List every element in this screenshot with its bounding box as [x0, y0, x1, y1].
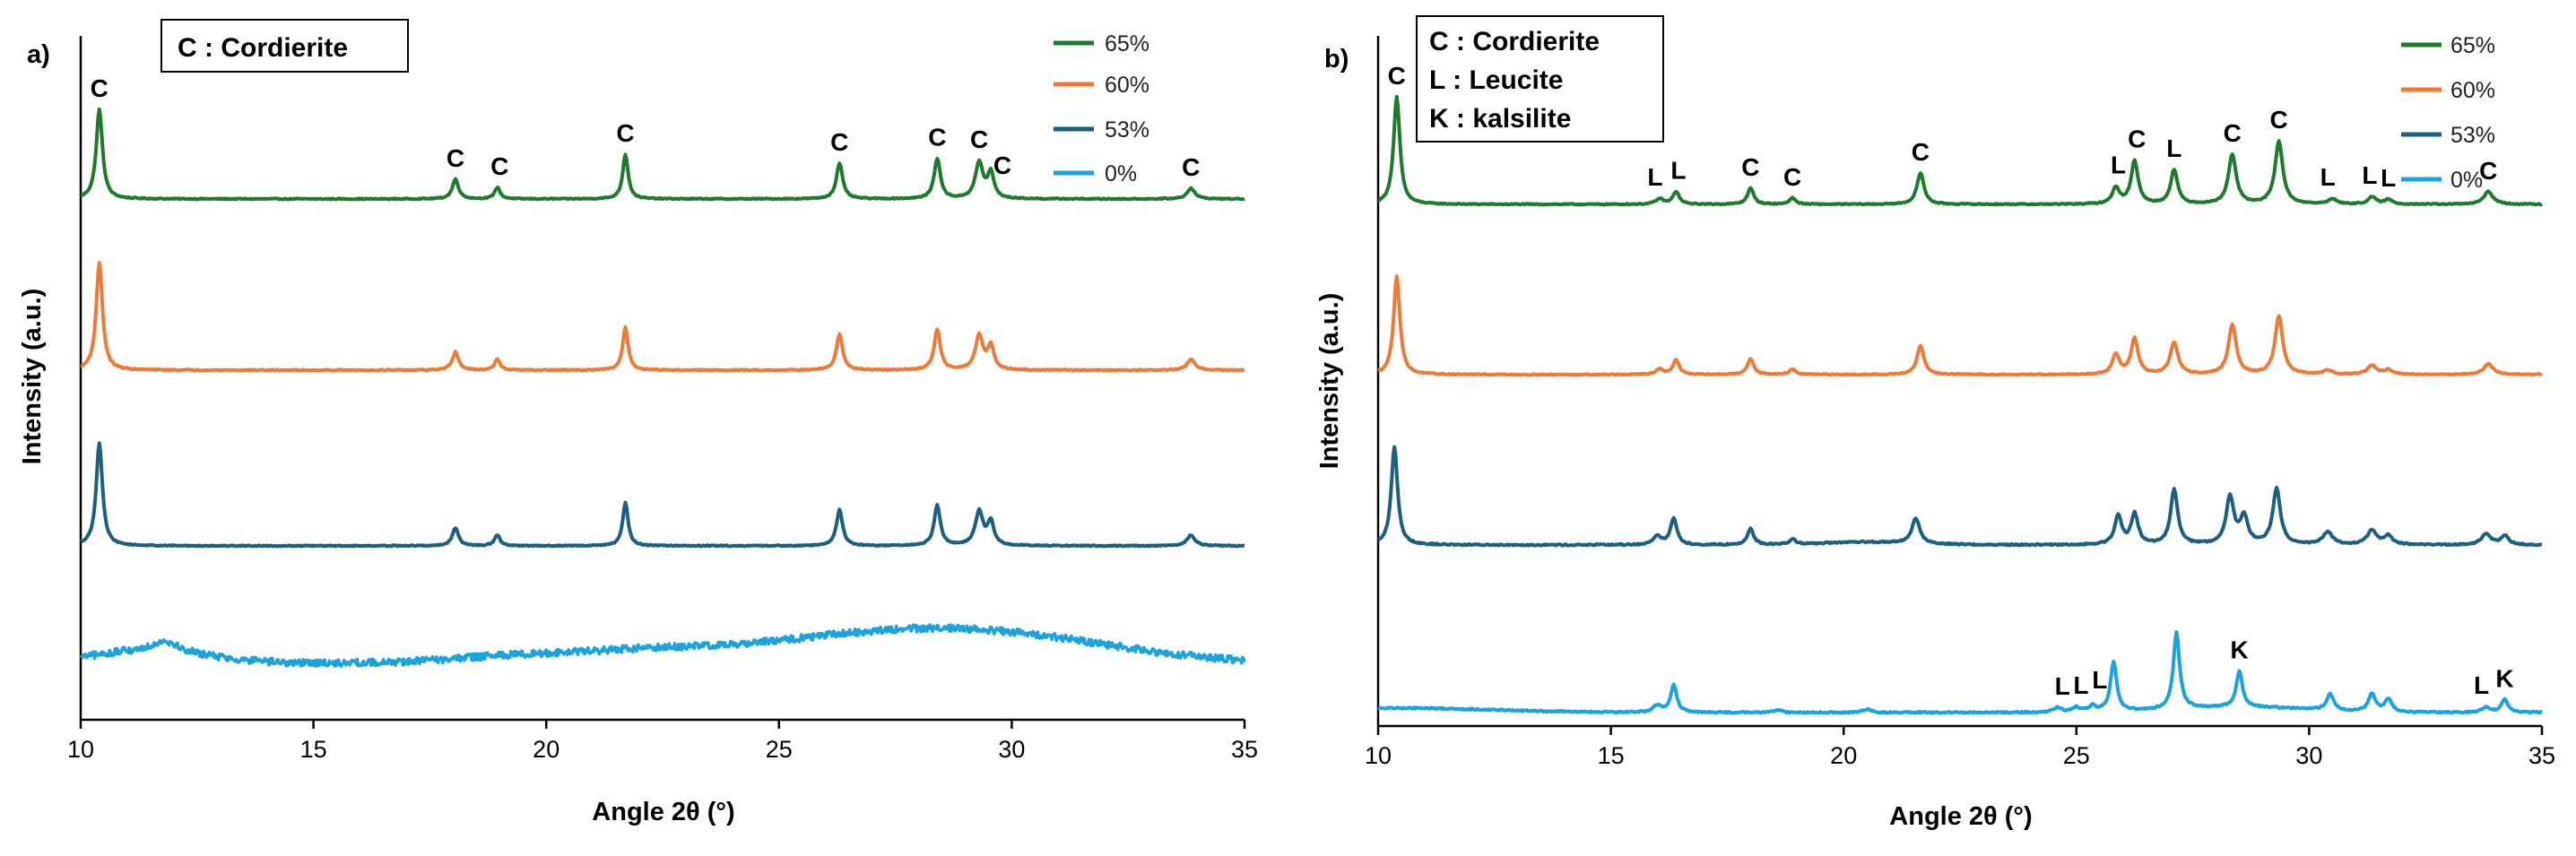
peak-label: L — [2166, 134, 2181, 162]
peak-label: C — [993, 151, 1011, 179]
series-line-60pct — [80, 261, 1245, 373]
peak-label: C — [447, 144, 464, 172]
panel-a: a) Intensity (a.u.) Angle 2θ (°) C : Cor… — [18, 19, 1258, 826]
x-tick-label: 35 — [1231, 736, 1258, 763]
x-tick-label: 15 — [1598, 742, 1625, 769]
peak-label: C — [1388, 62, 1406, 90]
x-tick-label: 25 — [766, 736, 793, 763]
peak-label: K — [2495, 665, 2513, 693]
panel-b-phase-legend-box — [1416, 15, 1664, 143]
legend-label-0pct: 0% — [2450, 168, 2483, 193]
x-tick-label: 10 — [67, 736, 94, 763]
peak-label: C — [2270, 106, 2288, 134]
series-line-65pct — [80, 107, 1245, 202]
peak-label: L — [2474, 671, 2489, 699]
series-line-0pct — [79, 623, 1246, 669]
panel-a-phase-legend-box — [160, 19, 409, 73]
panel-b-x-axis-title: Angle 2θ (°) — [1889, 802, 2032, 831]
legend-label-0pct: 0% — [1105, 161, 1137, 186]
peak-label: L — [2111, 151, 2126, 178]
series-line-0pct — [1377, 630, 2544, 715]
panel-a-label: a) — [27, 40, 50, 69]
series-line-53pct — [1377, 445, 2543, 548]
x-tick-label: 20 — [533, 736, 559, 763]
peak-label: C — [830, 128, 848, 156]
peak-label: L — [2320, 163, 2336, 191]
series-line-60pct — [1377, 274, 2543, 377]
peak-label: C — [1783, 163, 1801, 191]
panel-b-phase-legend-kalsilite: K : kalsilite — [1429, 104, 1571, 134]
x-tick-label: 20 — [1830, 742, 1857, 769]
peak-label: L — [2362, 161, 2377, 189]
legend-label-65pct: 65% — [2450, 33, 2495, 58]
peak-label: L — [1647, 163, 1662, 191]
legend-label-53pct: 53% — [1105, 117, 1149, 143]
legend-label-53pct: 53% — [2450, 123, 2495, 148]
panel-a-x-axis-title: Angle 2θ (°) — [592, 798, 734, 826]
x-tick-label: 35 — [2528, 742, 2555, 769]
x-tick-label: 25 — [2063, 742, 2090, 769]
peak-label: C — [2224, 119, 2242, 147]
panel-b-phase-legend-leucite: L : Leucite — [1429, 65, 1563, 95]
peak-label: L — [2092, 666, 2107, 694]
peak-label: C — [970, 125, 988, 153]
x-tick-label: 15 — [300, 736, 327, 763]
peak-label: C — [2128, 125, 2146, 152]
peak-label: L — [1670, 156, 1686, 184]
peak-label: C — [1182, 153, 1200, 181]
peak-label: C — [2479, 157, 2497, 185]
legend-label-60pct: 60% — [2450, 78, 2495, 103]
peak-label: C — [616, 119, 634, 147]
legend-label-65pct: 65% — [1105, 31, 1149, 56]
series-line-53pct — [80, 441, 1245, 549]
peak-label: C — [1741, 153, 1759, 181]
panel-b-phase-legend-cordierite: C : Cordierite — [1429, 27, 1600, 56]
x-tick-label: 10 — [1365, 742, 1392, 769]
peak-label: C — [928, 123, 946, 151]
peak-label: L — [2381, 164, 2396, 192]
series-line-65pct — [1377, 94, 2544, 207]
panel-a-phase-legend-cordierite: C : Cordierite — [178, 33, 348, 63]
peak-label: K — [2230, 636, 2248, 664]
x-tick-label: 30 — [998, 736, 1025, 763]
peak-label: C — [490, 152, 508, 180]
panel-b: b) Intensity (a.u.) Angle 2θ (°) C : Cor… — [1315, 15, 2555, 831]
peak-label: L — [2073, 671, 2088, 699]
peak-label: C — [91, 74, 108, 102]
peak-label: L — [2055, 672, 2070, 700]
x-tick-label: 30 — [2295, 742, 2322, 769]
panel-b-label: b) — [1324, 45, 1349, 73]
panel-a-y-axis-title: Intensity (a.u.) — [18, 289, 47, 465]
panel-b-y-axis-title: Intensity (a.u.) — [1315, 293, 1344, 470]
peak-label: C — [1912, 138, 1930, 166]
legend-label-60pct: 60% — [1105, 73, 1149, 98]
